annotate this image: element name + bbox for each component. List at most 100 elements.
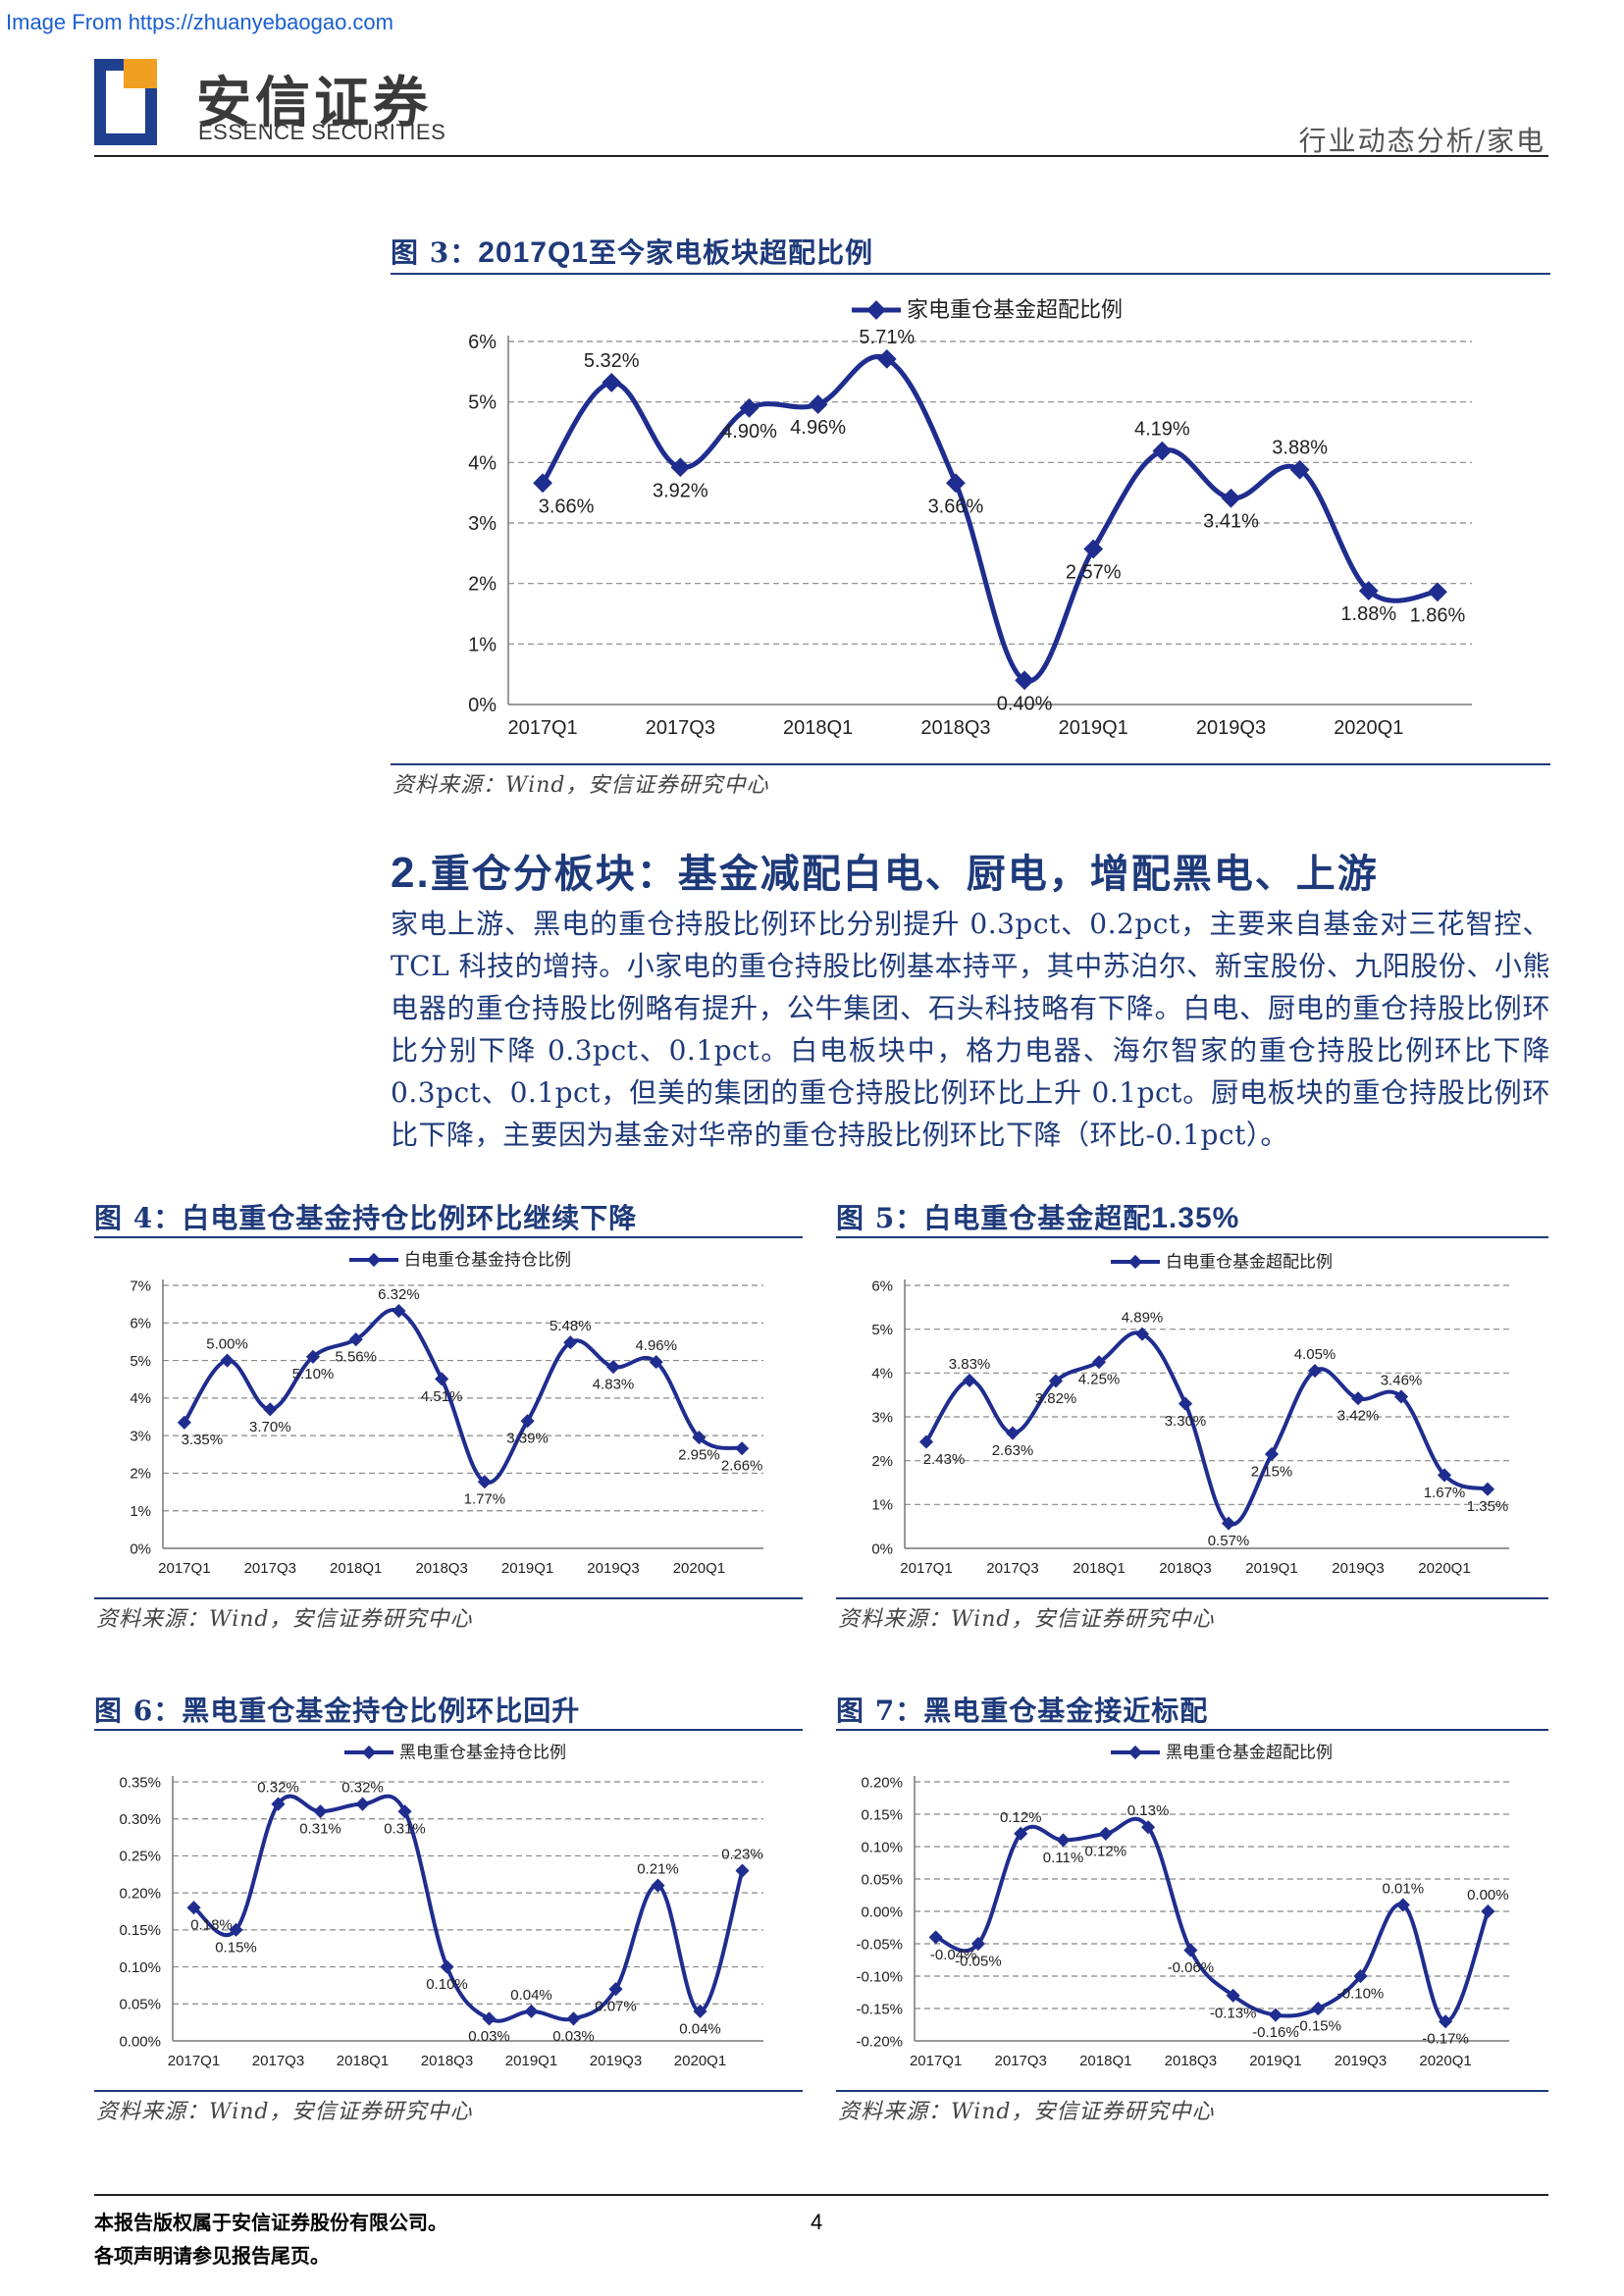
data-label: 0.31% — [299, 1821, 341, 1838]
data-label: 3.41% — [1203, 511, 1259, 533]
data-label: 1.67% — [1424, 1485, 1466, 1501]
data-label: 0.07% — [595, 1999, 637, 2015]
x-tick-label: 2020Q1 — [1334, 717, 1403, 739]
x-tick-label: 2018Q1 — [1079, 2053, 1131, 2069]
data-label: 5.71% — [859, 327, 915, 348]
footer-divider — [94, 2194, 1548, 2196]
legend-marker — [1127, 1745, 1143, 1760]
legend-marker — [366, 1252, 382, 1268]
x-tick-label: 2019Q1 — [1059, 717, 1128, 739]
data-point — [970, 1936, 985, 1952]
figure-6-title-text: 黑电重仓基金持仓比例环比回升 — [182, 1695, 581, 1727]
legend-marker — [866, 300, 886, 320]
data-point — [520, 1414, 535, 1429]
data-point — [1221, 488, 1241, 508]
figure-3-bottom-rule — [391, 763, 1550, 765]
series-line — [192, 1794, 745, 2023]
figure-5-source: 资料来源：Wind，安信证券研究中心 — [838, 1607, 1215, 1632]
figure-3-title-num: 2017Q1 — [478, 236, 589, 269]
data-point — [808, 394, 828, 415]
data-label: 0.32% — [341, 1780, 384, 1797]
data-label: 0.12% — [1085, 1843, 1127, 1859]
data-label: 0.32% — [257, 1780, 299, 1797]
data-point — [1178, 1396, 1193, 1411]
data-label: 3.66% — [928, 496, 984, 517]
series-line — [540, 354, 1439, 684]
data-point — [651, 1878, 665, 1893]
data-label: 0.40% — [997, 693, 1053, 714]
x-tick-label: 2018Q3 — [1159, 1560, 1211, 1577]
y-tick-label: 0.35% — [119, 1774, 161, 1791]
data-label: -0.13% — [1210, 2005, 1257, 2021]
figure-5-chart: 0% 1% 2% 3% 4% 5% 6% 2017Q1 2017Q3 2018Q1 2018Q3 20… — [871, 1252, 1509, 1577]
data-label: 4.83% — [593, 1377, 635, 1393]
x-tick-label: 2019Q3 — [1332, 1560, 1384, 1577]
data-label: 0.15% — [215, 1939, 257, 1956]
y-tick-label: 0.15% — [861, 1806, 903, 1823]
data-label: 2.63% — [992, 1442, 1034, 1459]
section-number: 2. — [391, 849, 431, 897]
x-tick-label: 2018Q1 — [1073, 1560, 1125, 1577]
section-heading: 2.重仓分板块：基金减配白电、厨电，增配黑电、上游 — [391, 842, 1379, 899]
y-tick-label: -0.10% — [856, 1968, 903, 1985]
footer-notice: 各项声明请参见报告尾页。 — [94, 2244, 330, 2268]
x-tick-label: 2017Q3 — [244, 1560, 296, 1577]
y-tick-label: 1% — [468, 634, 497, 655]
x-tick-label: 2019Q3 — [590, 2053, 642, 2069]
data-point — [735, 1441, 750, 1456]
y-tick-label: 4% — [468, 452, 497, 474]
figure-7-bottom-rule — [836, 2090, 1548, 2092]
x-tick-label: 2017Q3 — [646, 717, 715, 739]
x-tick-label: 2018Q3 — [1165, 2053, 1217, 2069]
data-label: 0.57% — [1208, 1533, 1250, 1549]
data-label: 1.35% — [1467, 1498, 1509, 1515]
series-line — [183, 1307, 743, 1486]
data-point — [1311, 2001, 1326, 2016]
x-tick-label: 2018Q3 — [421, 2053, 473, 2069]
legend-label: 黑电重仓基金超配比例 — [1166, 1743, 1333, 1761]
data-label: 1.77% — [464, 1491, 506, 1508]
figure-3-top-rule — [391, 273, 1550, 275]
y-tick-label: 5% — [871, 1322, 893, 1338]
x-tick-label: 2018Q3 — [415, 1560, 467, 1577]
data-label: 5.48% — [550, 1318, 592, 1334]
data-point — [1358, 581, 1379, 600]
data-label: 4.05% — [1294, 1346, 1336, 1363]
data-point — [962, 1373, 977, 1387]
y-tick-label: 7% — [130, 1278, 151, 1294]
data-point — [946, 473, 966, 494]
figure-4-title-text: 白电重仓基金持仓比例环比继续下降 — [182, 1202, 638, 1234]
data-point — [1289, 459, 1310, 480]
data-point — [1428, 582, 1447, 602]
y-tick-label: 3% — [871, 1409, 893, 1426]
data-label: 4.90% — [721, 421, 777, 443]
y-tick-label: 0.00% — [861, 1904, 903, 1920]
data-point — [1393, 1389, 1409, 1404]
data-point — [220, 1353, 235, 1368]
data-label: 3.35% — [182, 1432, 224, 1448]
data-point — [928, 1930, 943, 1945]
data-label: 0.11% — [1043, 1850, 1083, 1866]
data-point — [1481, 1904, 1495, 1919]
y-tick-label: 0.25% — [119, 1849, 161, 1865]
y-tick-label: 1% — [871, 1497, 893, 1514]
y-tick-label: 4% — [871, 1366, 893, 1383]
y-tick-label: -0.15% — [856, 2001, 903, 2017]
y-tick-label: -0.05% — [856, 1936, 903, 1953]
y-tick-label: 6% — [130, 1316, 151, 1332]
page-number: 4 — [811, 2210, 823, 2234]
data-point — [355, 1797, 370, 1811]
data-point — [1353, 1968, 1368, 1984]
data-label: 4.51% — [421, 1388, 463, 1405]
data-label: 0.21% — [637, 1861, 679, 1878]
data-label: 2.57% — [1066, 562, 1122, 584]
data-label: 4.25% — [1078, 1372, 1121, 1388]
data-label: -0.16% — [1252, 2024, 1299, 2041]
x-tick-label: 2019Q1 — [505, 2053, 557, 2069]
data-label: 2.43% — [923, 1451, 966, 1468]
data-label: 0.03% — [552, 2028, 595, 2045]
figure-7-source: 资料来源：Wind，安信证券研究中心 — [838, 2100, 1215, 2124]
company-logo-icon — [94, 59, 157, 145]
figure-3-number: 图 3： — [391, 236, 479, 269]
data-point — [524, 2004, 539, 2018]
